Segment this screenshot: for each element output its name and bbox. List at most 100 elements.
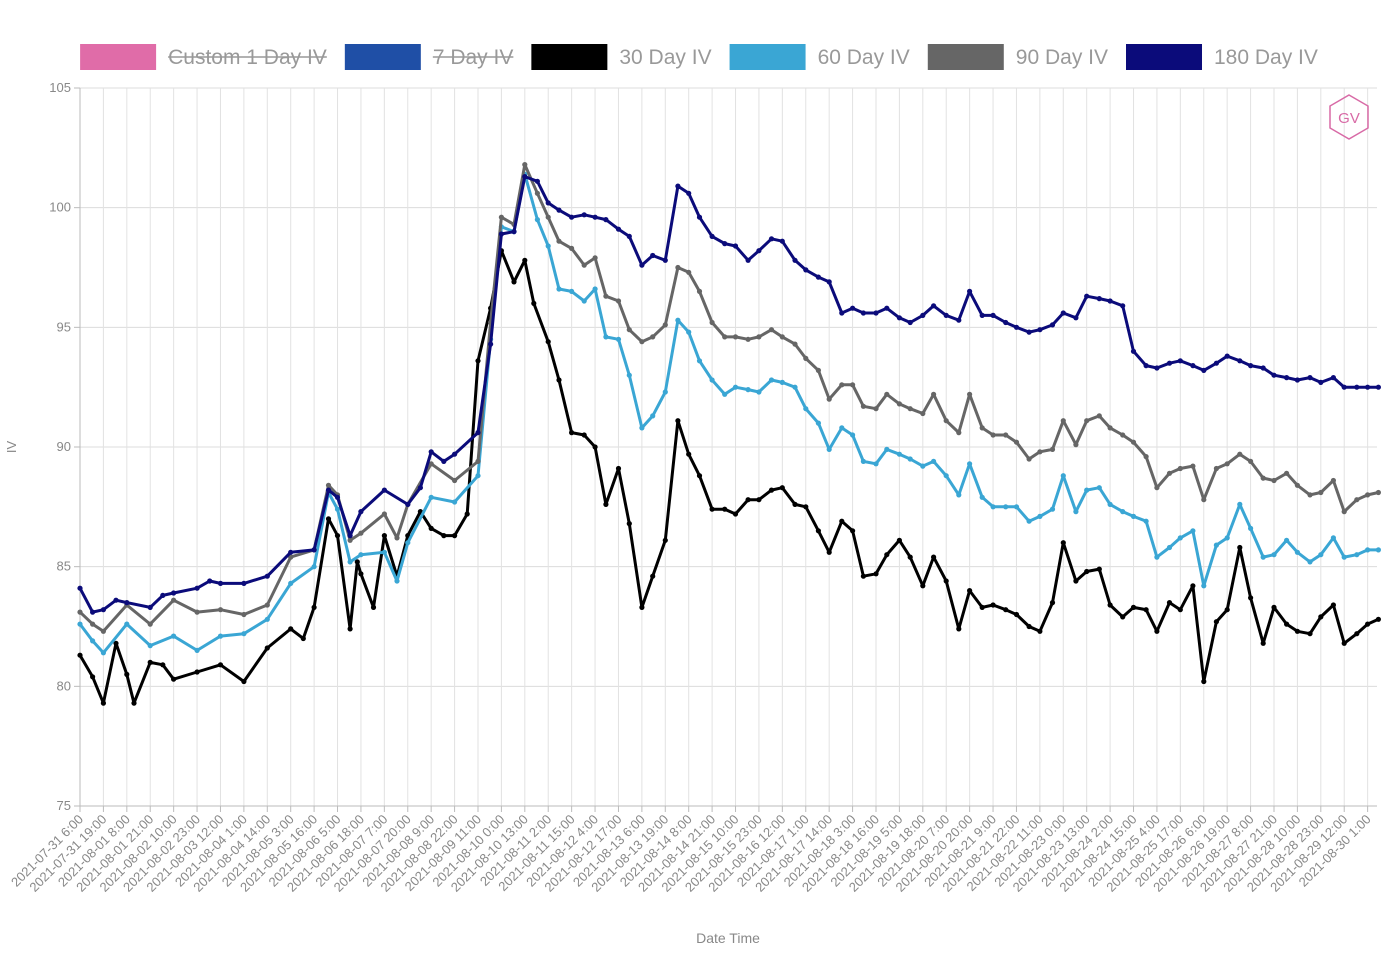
data-point (907, 319, 913, 326)
data-point (1003, 319, 1009, 326)
data-point (1260, 640, 1266, 646)
data-point (545, 200, 551, 206)
data-point (990, 504, 996, 510)
x-axis-label: Date Time (696, 930, 760, 946)
data-point (1013, 504, 1020, 510)
data-point (1307, 559, 1313, 565)
data-point (241, 631, 247, 637)
data-point (1003, 504, 1009, 510)
data-point (839, 382, 845, 388)
data-point (358, 552, 364, 558)
data-point (1143, 454, 1149, 460)
data-point (650, 573, 656, 579)
legend-item-30-day-iv[interactable]: 30 Day IV (531, 44, 712, 70)
data-point (1190, 528, 1196, 534)
data-point (90, 638, 96, 644)
data-point (160, 592, 166, 599)
data-point (956, 430, 962, 436)
data-point (325, 516, 332, 522)
data-point (334, 506, 341, 512)
data-point (990, 432, 996, 438)
data-point (1084, 568, 1090, 575)
data-point (1237, 544, 1243, 551)
data-point (709, 319, 715, 326)
data-point (1096, 485, 1102, 491)
data-point (1224, 353, 1230, 359)
data-point (815, 420, 822, 426)
data-point (522, 257, 528, 263)
legend-item-7-day-iv[interactable]: 7 Day IV (344, 44, 514, 70)
data-point (745, 387, 751, 393)
data-point (768, 377, 775, 383)
data-point (1294, 628, 1300, 634)
data-point (288, 549, 294, 555)
data-point (358, 509, 364, 515)
data-point (1107, 425, 1113, 431)
data-point (1284, 470, 1290, 476)
data-point (381, 511, 387, 517)
legend-item-90-day-iv[interactable]: 90 Day IV (927, 44, 1108, 70)
data-point (147, 643, 153, 649)
data-point (650, 334, 656, 340)
data-point (370, 604, 377, 611)
data-point (1365, 384, 1371, 390)
data-point (592, 444, 598, 450)
legend-item-180-day-iv[interactable]: 180 Day IV (1126, 44, 1318, 70)
data-point (639, 339, 645, 345)
legend-item-60-day-iv[interactable]: 60 Day IV (729, 44, 910, 70)
data-point (1037, 628, 1043, 634)
data-point (556, 377, 562, 383)
data-point (779, 334, 785, 340)
data-point (826, 446, 832, 452)
data-point (1213, 542, 1219, 548)
data-point (943, 578, 949, 584)
data-point (334, 533, 341, 539)
data-point (686, 269, 692, 275)
data-point (639, 425, 645, 431)
data-point (686, 329, 692, 335)
data-point (956, 492, 962, 498)
data-point (1271, 604, 1277, 611)
data-point (860, 403, 867, 409)
data-point (873, 310, 879, 316)
data-point (1166, 470, 1173, 476)
data-point (696, 358, 703, 364)
data-point (896, 537, 903, 543)
legend-item-custom-1-day-iv[interactable]: Custom 1 Day IV (80, 44, 327, 70)
data-point (498, 214, 504, 220)
data-point (171, 597, 177, 603)
legend-swatch (729, 44, 806, 70)
data-point (569, 214, 575, 220)
data-point (417, 485, 423, 491)
chart-legend: Custom 1 Day IV 7 Day IV 30 Day IV 60 Day I… (80, 44, 1318, 70)
data-point (347, 537, 353, 543)
data-point (675, 264, 681, 271)
data-point (615, 298, 622, 304)
data-point (756, 334, 762, 340)
data-point (1130, 439, 1137, 445)
data-point (131, 700, 137, 706)
data-point (1177, 535, 1183, 541)
data-point (696, 473, 703, 479)
data-point (803, 406, 809, 412)
data-point (569, 245, 575, 251)
data-point (1375, 384, 1381, 390)
data-point (475, 430, 481, 436)
data-point (90, 674, 96, 680)
data-point (452, 477, 458, 484)
data-point (1120, 303, 1126, 309)
data-point (545, 339, 551, 345)
data-point (1037, 513, 1043, 520)
y-tick-label: 100 (49, 200, 71, 215)
data-point (1073, 315, 1079, 321)
data-point (1260, 365, 1266, 371)
data-point (1237, 501, 1243, 507)
data-point (696, 288, 703, 294)
data-point (498, 231, 504, 237)
data-point (931, 391, 937, 397)
data-point (722, 506, 728, 512)
legend-label: 60 Day IV (818, 46, 910, 69)
data-point (264, 573, 270, 579)
